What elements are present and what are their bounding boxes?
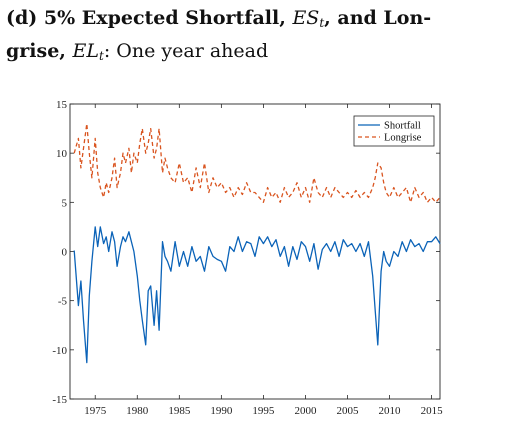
x-tick-label: 1980 bbox=[126, 405, 149, 417]
y-tick-label: -15 bbox=[52, 394, 67, 406]
y-tick-label: 5 bbox=[62, 197, 68, 209]
x-tick-label: 2000 bbox=[294, 405, 317, 417]
el-symbol: EL bbox=[72, 40, 100, 62]
x-tick-label: 2015 bbox=[421, 405, 444, 417]
legend-box bbox=[353, 115, 435, 147]
caption-middle: , and Lon- bbox=[324, 7, 432, 29]
caption-suffix: : One year ahead bbox=[103, 40, 269, 62]
x-tick-label: 1995 bbox=[252, 405, 275, 417]
caption-prefix: (d) 5% Expected Shortfall, bbox=[6, 7, 293, 29]
y-tick-label: -10 bbox=[52, 345, 67, 357]
caption-line2-prefix: grise, bbox=[6, 40, 73, 62]
plot-area bbox=[69, 103, 441, 400]
x-tick-label: 1985 bbox=[168, 405, 191, 417]
series-line-longrise bbox=[73, 123, 441, 203]
figure-caption: (d) 5% Expected Shortfall, ESt, and Lon-… bbox=[6, 4, 502, 70]
x-tick-label: 2010 bbox=[379, 405, 402, 417]
x-tick-label: 1975 bbox=[84, 405, 107, 417]
series-line-shortfall bbox=[73, 226, 441, 364]
y-tick-label: 0 bbox=[62, 247, 68, 259]
el-subscript: t bbox=[99, 49, 104, 63]
y-tick-label: 10 bbox=[56, 148, 68, 160]
legend-label: Shortfall bbox=[384, 121, 421, 132]
es-subscript: t bbox=[319, 16, 325, 30]
y-tick-label: -5 bbox=[58, 296, 68, 308]
x-tick-label: 1990 bbox=[210, 405, 233, 417]
y-tick-label: 15 bbox=[56, 99, 68, 111]
x-tick-label: 2005 bbox=[337, 405, 360, 417]
legend-label: Longrise bbox=[384, 133, 422, 144]
es-symbol: ES bbox=[292, 7, 320, 29]
